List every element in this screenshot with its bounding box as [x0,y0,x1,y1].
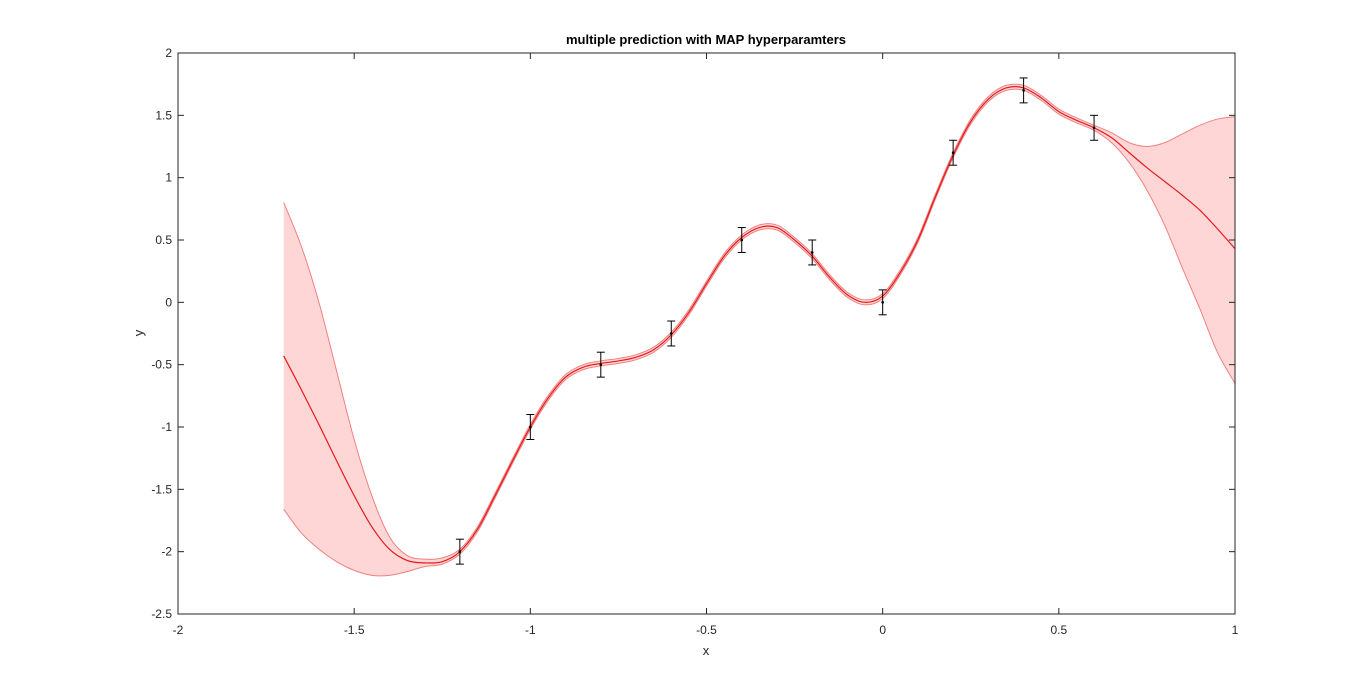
observation-point [1019,77,1028,104]
observation-point [596,351,605,378]
mean-line-layer [283,85,1236,564]
axes-layer: -2 -1.5 -1 -0.5 0 0.5 1-2.5-2-1.5-1-0.500.511.… [151,46,1238,637]
observation-marker [529,425,532,429]
x-tick-label: -0.5 [696,623,717,637]
observation-marker [810,251,814,254]
observation-point [808,239,817,266]
observation-point [526,414,535,440]
x-tick-label: 1 [1232,623,1239,637]
observation-marker [1022,89,1025,92]
y-tick-label: -1.5 [151,482,172,496]
observation-marker [669,332,673,335]
observation-marker [599,363,603,366]
observation-point [1090,114,1099,141]
y-tick-label: -0.5 [151,358,172,372]
observation-marker [458,550,462,553]
x-tick-label: 0.5 [1050,623,1067,637]
confidence-band-layer [283,83,1236,577]
x-tick-label: -1.5 [344,623,365,637]
x-axis-label: x [703,643,710,658]
observation-marker [951,151,955,155]
confidence-band-fill [283,84,1235,576]
y-tick-label: 2 [165,46,172,60]
y-tick-label: -2.5 [151,607,172,621]
observation-point [455,538,464,565]
x-tick-label: -2 [173,623,184,637]
y-tick-label: 1.5 [155,108,172,122]
observation-point [878,289,887,316]
y-tick-label: -2 [161,545,172,559]
y-tick-label: 0 [165,295,172,309]
confidence-band-upper-edge [283,83,1236,560]
y-axis-label: y [131,329,146,336]
y-tick-label: 0.5 [155,233,172,247]
observation-marker [740,238,744,242]
y-tick-label: 1 [165,171,172,185]
chart-title: multiple prediction with MAP hyperparamt… [566,32,846,47]
observation-marker [881,301,884,304]
x-tick-label: -1 [525,623,536,637]
observation-marker [1092,126,1096,130]
observation-point [737,227,746,253]
confidence-band-lower-edge [283,88,1236,577]
observation-point [667,320,676,347]
x-tick-label: 0 [879,623,886,637]
observation-point [949,139,958,166]
y-tick-label: -1 [161,420,172,434]
observations-layer [455,77,1099,565]
mean-prediction-line [283,85,1236,564]
